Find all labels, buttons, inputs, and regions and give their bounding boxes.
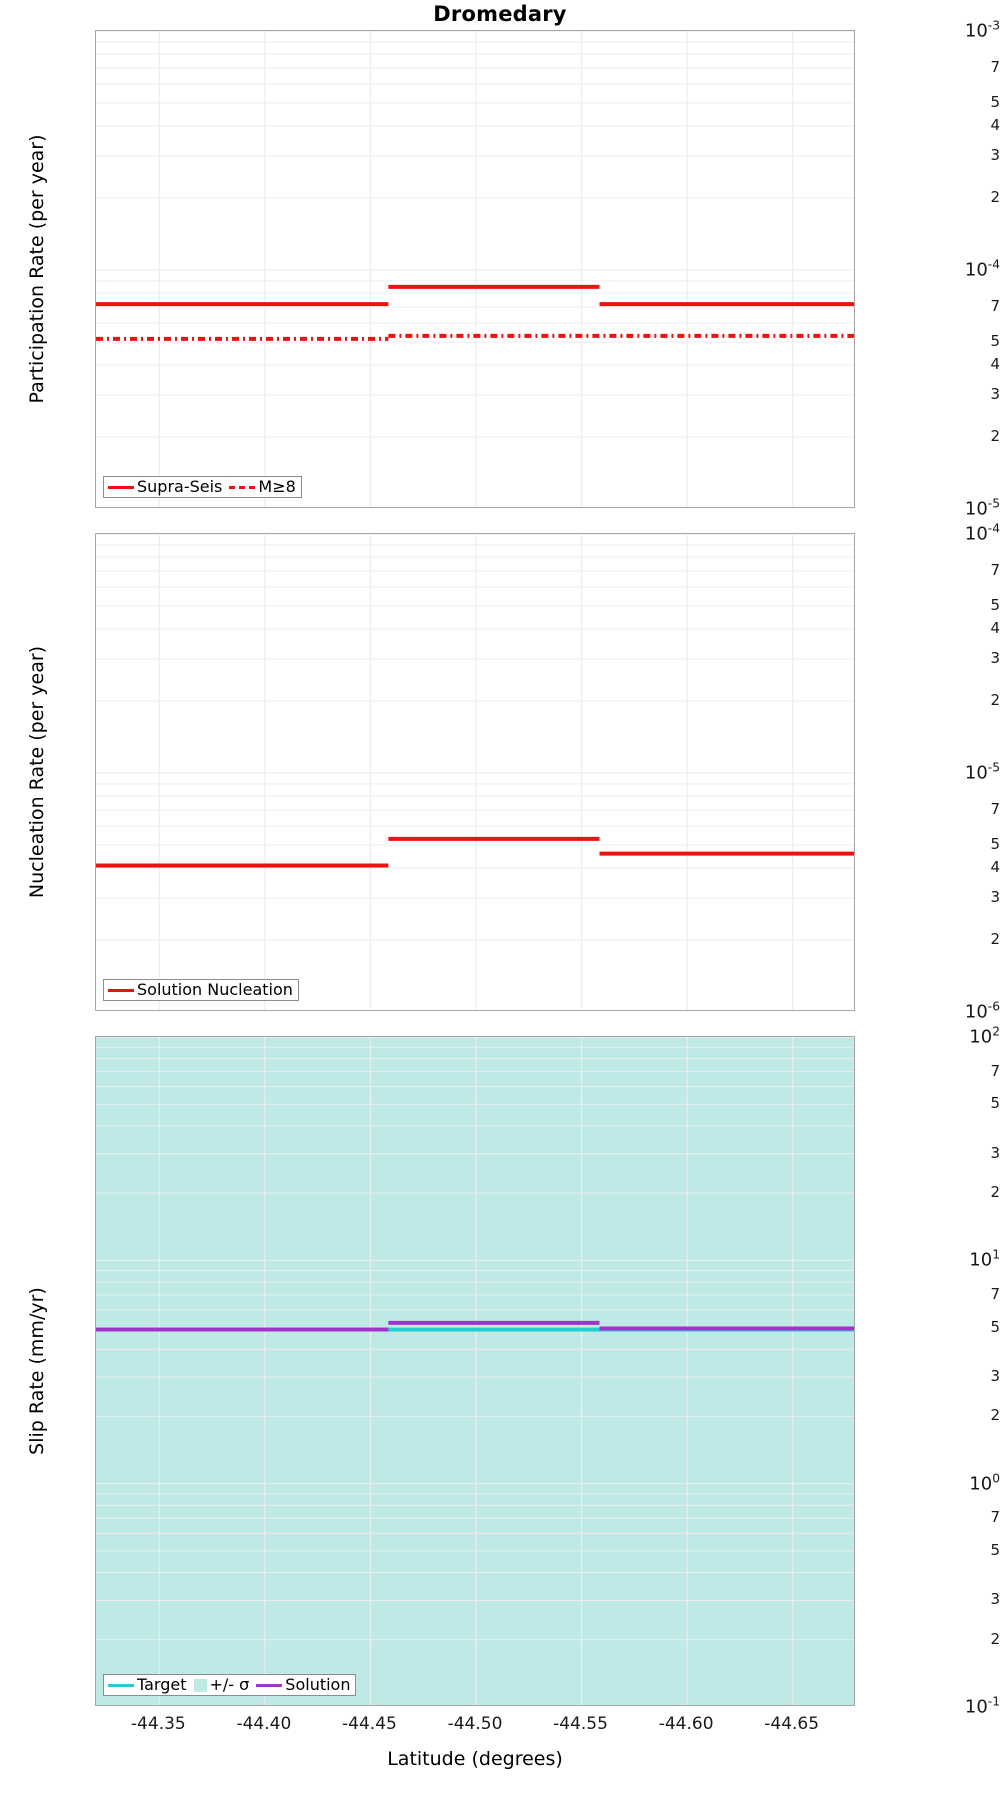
y-axis-label-participation: Participation Rate (per year) [26,134,48,404]
y-tick-label: 2 [990,691,1000,710]
legend-dashdot-icon [229,485,256,489]
y-tick-label: 10-1 [964,1694,1000,1718]
y-tick-label: 10-4 [964,257,1000,281]
x-tick-label: -44.40 [236,1714,292,1734]
plot-area-participation [95,30,855,508]
legend-label: M≥8 [258,477,296,496]
legend-item[interactable]: Solution Nucleation [108,982,293,998]
y-tick-label: 5 [990,1540,1000,1559]
y-tick-label: 2 [990,427,1000,446]
x-tick-label: -44.65 [764,1714,820,1734]
y-tick-label: 100 [969,1471,1000,1495]
y-tick-label: 7 [990,58,1000,77]
y-axis-label-nucleation: Nucleation Rate (per year) [26,645,48,899]
y-tick-label: 5 [990,834,1000,853]
plot-area-nucleation [95,533,855,1011]
x-axis-label: Latitude (degrees) [387,1748,563,1770]
legend-item[interactable]: +/- σ [193,1675,250,1694]
legend-line-icon [256,1683,283,1687]
y-tick-label: 7 [990,561,1000,580]
plot-area-sliprate [95,1036,855,1706]
y-tick-label: 5 [990,1317,1000,1336]
y-tick-label: 7 [990,297,1000,316]
y-tick-label: 3 [990,887,1000,906]
y-tick-label: 2 [990,930,1000,949]
y-tick-label: 2 [990,1406,1000,1425]
y-tick-label: 2 [990,1183,1000,1202]
y-tick-label: 3 [990,1143,1000,1162]
y-tick-label: 3 [990,1590,1000,1609]
legend-label: Solution Nucleation [137,980,293,999]
y-tick-label: 102 [969,1024,1000,1048]
y-tick-label: 5 [990,92,1000,111]
x-tick-label: -44.45 [342,1714,397,1734]
legend-item[interactable]: Target [108,1677,187,1693]
y-tick-label: 4 [990,116,1000,135]
x-tick-label: -44.60 [658,1714,714,1734]
y-axis-label-sliprate: Slip Rate (mm/yr) [26,1287,48,1455]
y-tick-label: 10-4 [964,521,1000,545]
y-tick-label: 4 [990,619,1000,638]
y-tick-label: 2 [990,1629,1000,1648]
y-tick-label: 7 [990,1508,1000,1527]
legend-label: +/- σ [209,1675,250,1694]
x-tick-label: -44.50 [447,1714,503,1734]
legend-patch-icon [193,1678,207,1692]
legend-line-icon [108,988,134,992]
y-tick-label: 5 [990,331,1000,350]
legend-sliprate: Target +/- σ Solution [103,1674,357,1696]
y-tick-label: 101 [969,1247,1000,1271]
x-tick-label: -44.35 [130,1714,186,1734]
legend-nucleation: Solution Nucleation [103,979,299,1001]
y-tick-label: 4 [990,858,1000,877]
page-title: Dromedary [433,2,567,26]
y-tick-label: 3 [990,648,1000,667]
legend-item[interactable]: M≥8 [229,477,296,496]
y-tick-label: 2 [990,188,1000,207]
legend-line-icon [108,1683,134,1687]
y-tick-label: 3 [990,1367,1000,1386]
legend-label: Target [137,1675,187,1694]
legend-label: Solution [285,1675,351,1694]
legend-line-icon [108,485,134,489]
legend-participation: Supra-Seis M≥8 [103,476,302,498]
y-tick-label: 3 [990,145,1000,164]
y-tick-label: 10-6 [964,999,1000,1023]
legend-label: Supra-Seis [137,477,223,496]
y-tick-label: 5 [990,595,1000,614]
x-tick-label: -44.55 [553,1714,608,1734]
y-tick-label: 10-5 [964,496,1000,520]
legend-item[interactable]: Solution [256,1677,350,1693]
y-tick-label: 4 [990,355,1000,374]
legend-item[interactable]: Supra-Seis [108,479,222,495]
y-tick-label: 7 [990,800,1000,819]
y-tick-label: 5 [990,1094,1000,1113]
y-tick-label: 7 [990,1061,1000,1080]
y-tick-label: 10-5 [964,760,1000,784]
y-tick-label: 10-3 [964,18,1000,42]
y-tick-label: 3 [990,384,1000,403]
y-tick-label: 7 [990,1284,1000,1303]
